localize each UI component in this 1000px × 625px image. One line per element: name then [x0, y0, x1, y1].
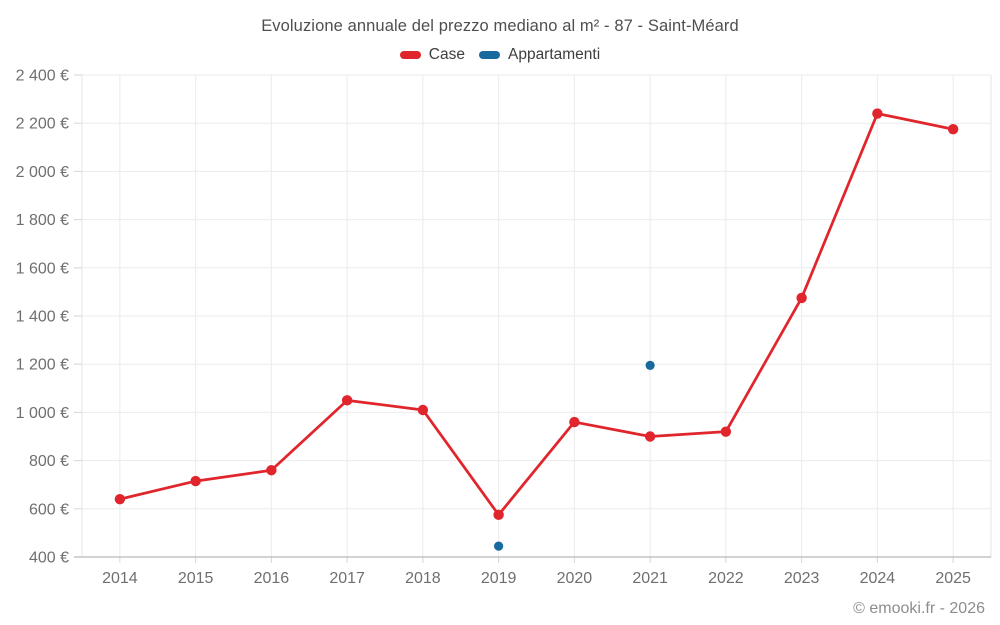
x-tick-label: 2021: [632, 570, 668, 587]
point-case-2018[interactable]: [417, 404, 429, 416]
credit-text: © emooki.fr - 2026: [853, 600, 985, 617]
x-tick-label: 2019: [481, 570, 517, 587]
chart-legend: Case Appartamenti: [0, 46, 1000, 64]
y-tick-label: 2 000 €: [16, 164, 69, 181]
point-case-2024[interactable]: [872, 108, 883, 119]
point-case-2023[interactable]: [796, 292, 807, 304]
point-appartamenti-2021[interactable]: [645, 360, 655, 371]
legend-label: Case: [428, 46, 465, 63]
y-tick-label: 1 200 €: [16, 357, 69, 374]
y-tick-label: 800 €: [29, 453, 69, 470]
y-tick-label: 1 600 €: [16, 260, 69, 277]
y-tick-label: 2 400 €: [16, 68, 69, 85]
point-case-2025[interactable]: [947, 124, 959, 135]
x-tick-label: 2014: [102, 570, 138, 587]
legend-swatch-appartamenti: [478, 51, 500, 59]
point-case-2021[interactable]: [644, 431, 656, 442]
x-tick-label: 2018: [405, 570, 441, 587]
y-tick-label: 1 400 €: [16, 309, 69, 326]
x-tick-label: 2022: [708, 570, 744, 587]
point-appartamenti-2019[interactable]: [494, 541, 504, 551]
x-tick-label: 2024: [860, 570, 896, 587]
y-tick-label: 400 €: [29, 550, 69, 567]
legend-item-appartamenti[interactable]: Appartamenti: [478, 46, 601, 64]
x-tick-label: 2023: [784, 570, 820, 587]
y-tick-label: 1 000 €: [16, 405, 69, 422]
x-tick-label: 2017: [329, 570, 365, 587]
legend-swatch-case: [399, 51, 421, 59]
y-tick-label: 1 800 €: [16, 212, 69, 229]
x-tick-label: 2020: [557, 570, 593, 587]
point-case-2016[interactable]: [266, 465, 277, 476]
point-case-2014[interactable]: [114, 493, 126, 505]
point-case-2020[interactable]: [569, 416, 580, 428]
y-tick-label: 2 200 €: [16, 116, 69, 133]
point-case-2019[interactable]: [493, 509, 504, 521]
chart-title: Evoluzione annuale del prezzo mediano al…: [261, 17, 739, 35]
line-case: [118, 112, 955, 517]
y-tick-label: 600 €: [29, 501, 69, 518]
x-tick-label: 2015: [178, 570, 214, 587]
x-tick-label: 2025: [935, 570, 971, 587]
legend-label: Appartamenti: [507, 46, 601, 63]
point-case-2015[interactable]: [190, 475, 201, 487]
point-case-2022[interactable]: [720, 426, 732, 437]
x-tick-label: 2016: [254, 570, 290, 587]
legend-item-case[interactable]: Case: [399, 46, 465, 64]
point-case-2017[interactable]: [341, 395, 353, 406]
